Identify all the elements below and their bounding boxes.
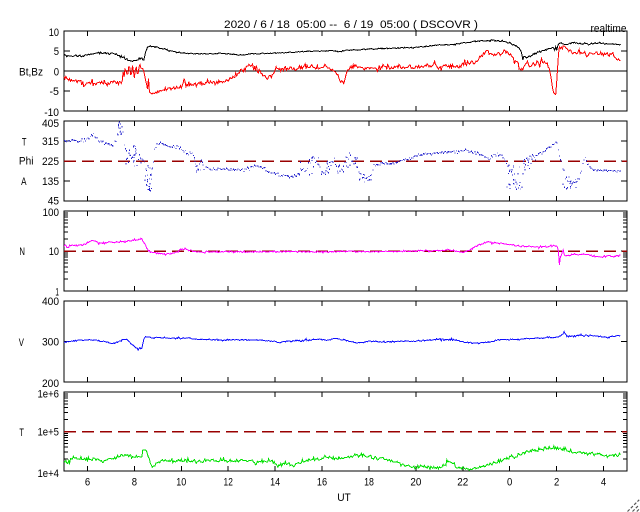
svg-text:100: 100 [43, 207, 60, 219]
svg-text:300: 300 [42, 337, 59, 349]
svg-text:10: 10 [49, 246, 59, 258]
svg-text:45: 45 [48, 195, 59, 207]
svg-text:22: 22 [457, 477, 468, 489]
svg-text:1e+4: 1e+4 [38, 468, 60, 480]
svg-text:10: 10 [49, 27, 59, 39]
svg-text:1e+5: 1e+5 [38, 427, 60, 439]
svg-text:Phi: Phi [19, 156, 34, 168]
svg-text:18: 18 [364, 477, 374, 489]
svg-text:-10: -10 [44, 107, 59, 119]
svg-text:0: 0 [507, 477, 512, 489]
svg-text:225: 225 [42, 156, 59, 168]
svg-text:315: 315 [42, 136, 59, 148]
svg-text:UT: UT [337, 492, 351, 504]
svg-text:20: 20 [410, 477, 421, 489]
svg-text:0: 0 [54, 67, 59, 79]
svg-text:1e+6: 1e+6 [38, 388, 60, 400]
svg-text:135: 135 [42, 176, 59, 188]
svg-text:10: 10 [176, 477, 186, 489]
svg-text:6: 6 [85, 477, 90, 489]
svg-text:2: 2 [554, 477, 559, 489]
svg-text:N: N [19, 246, 25, 258]
svg-text:realtime: realtime [591, 23, 627, 35]
svg-text:400: 400 [42, 296, 59, 308]
svg-text:1: 1 [55, 287, 59, 299]
svg-text:A: A [21, 176, 27, 188]
svg-text:12: 12 [224, 477, 233, 489]
svg-text:T: T [22, 137, 27, 149]
svg-text:4: 4 [601, 477, 606, 489]
svg-text:T: T [19, 427, 24, 439]
svg-text:5: 5 [54, 46, 59, 58]
svg-text:405: 405 [42, 118, 59, 130]
svg-text:8: 8 [132, 477, 137, 489]
svg-text:Bt,Bz: Bt,Bz [19, 67, 43, 79]
svg-text:200: 200 [42, 378, 59, 390]
svg-text:14: 14 [270, 477, 280, 489]
svg-text:16: 16 [317, 477, 327, 489]
svg-text:-5: -5 [50, 86, 60, 98]
svg-text:V: V [19, 337, 25, 349]
svg-text:2020 / 6 / 18 05:00 -- 6 / 1: 2020 / 6 / 18 05:00 -- 6 / 19 05:00 ( DS… [224, 19, 478, 31]
